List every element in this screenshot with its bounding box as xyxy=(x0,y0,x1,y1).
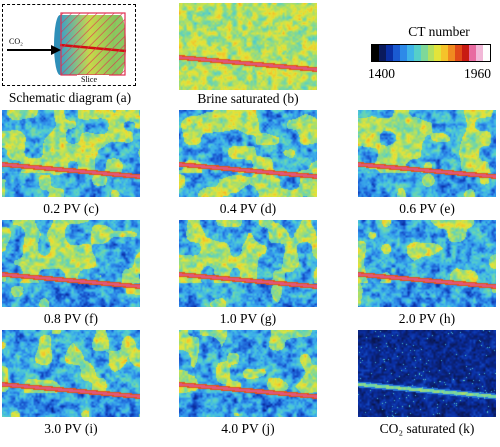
ct-panel-c xyxy=(2,110,140,197)
ct-image xyxy=(179,220,317,307)
colorbar-swatch xyxy=(469,45,477,61)
colorbar-swatch xyxy=(385,45,393,61)
colorbar-swatch xyxy=(434,45,442,61)
slice-region xyxy=(60,12,126,76)
slice-label-bg xyxy=(77,75,109,84)
schematic-diagram: CO₂ Slice xyxy=(2,4,136,86)
ct-panel-e xyxy=(358,110,496,197)
colorbar-min-label: 1400 xyxy=(368,66,395,81)
arrow-head-icon xyxy=(51,45,61,55)
ct-image xyxy=(358,110,496,197)
colorbar xyxy=(371,44,491,62)
caption-c: 0.2 PV (c) xyxy=(43,201,99,216)
ct-image xyxy=(358,220,496,307)
colorbar-max-label: 1960 xyxy=(464,66,491,81)
ct-image xyxy=(179,110,317,197)
caption-g: 1.0 PV (g) xyxy=(219,311,277,326)
colorbar-swatch xyxy=(476,45,483,61)
schematic-svg: CO₂ Slice xyxy=(7,12,127,84)
ct-panel-k xyxy=(358,330,496,417)
caption-b: Brine saturated (b) xyxy=(197,91,299,106)
ct-panel-d xyxy=(179,110,317,197)
ct-panel-b xyxy=(179,3,317,90)
colorbar-swatch xyxy=(392,45,400,61)
ct-image xyxy=(2,330,140,417)
ct-image xyxy=(2,110,140,197)
ct-panel-h xyxy=(358,220,496,307)
ct-image xyxy=(2,220,140,307)
colorbar-title: CT number xyxy=(408,24,470,39)
colorbar-swatch xyxy=(448,45,456,61)
caption-h: 2.0 PV (h) xyxy=(398,311,456,326)
caption-k: CO₂ saturated (k) xyxy=(379,421,475,436)
ct-image xyxy=(179,330,317,417)
caption-d: 0.4 PV (d) xyxy=(219,201,277,216)
ct-panel-i xyxy=(2,330,140,417)
ct-image xyxy=(358,330,496,417)
colorbar-swatch xyxy=(372,45,379,61)
slice-label: Slice xyxy=(81,75,97,84)
colorbar-swatch xyxy=(455,45,463,61)
colorbar-swatch xyxy=(406,45,414,61)
colorbar-swatch xyxy=(427,45,435,61)
colorbar-swatch xyxy=(378,45,386,61)
caption-e: 0.6 PV (e) xyxy=(399,201,455,216)
ct-panel-g xyxy=(179,220,317,307)
colorbar-swatch xyxy=(462,45,470,61)
caption-f: 0.8 PV (f) xyxy=(43,311,99,326)
ct-panel-j xyxy=(179,330,317,417)
colorbar-swatch xyxy=(420,45,428,61)
caption-a: Schematic diagram (a) xyxy=(8,90,132,105)
inlet-label: CO₂ xyxy=(9,37,23,46)
colorbar-swatch xyxy=(399,45,407,61)
colorbar-swatch xyxy=(441,45,449,61)
caption-j: 4.0 PV (j) xyxy=(221,421,275,436)
ct-panel-f xyxy=(2,220,140,307)
colorbar-swatch xyxy=(483,45,490,61)
ct-image xyxy=(179,3,317,90)
colorbar-swatch xyxy=(413,45,421,61)
caption-i: 3.0 PV (i) xyxy=(44,421,98,436)
